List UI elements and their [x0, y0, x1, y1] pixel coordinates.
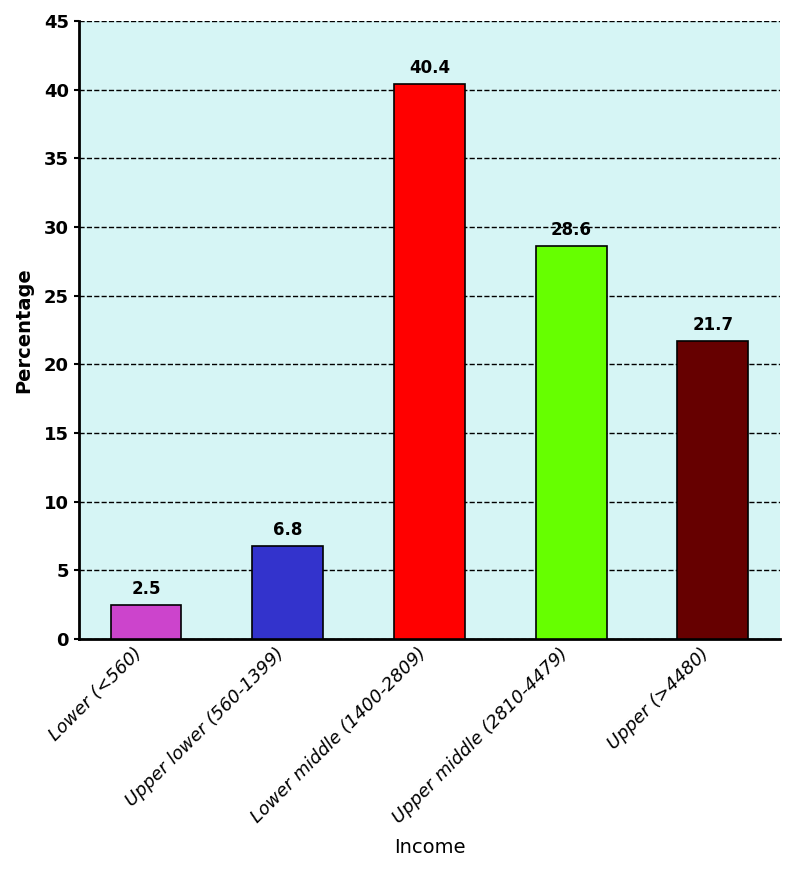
X-axis label: Income: Income — [394, 838, 465, 857]
Text: 21.7: 21.7 — [692, 316, 734, 334]
Bar — [394, 84, 464, 639]
Bar — [536, 246, 607, 639]
Bar — [677, 341, 748, 639]
Text: 6.8: 6.8 — [273, 521, 303, 539]
Text: 40.4: 40.4 — [409, 59, 450, 78]
Text: 28.6: 28.6 — [550, 221, 592, 240]
Y-axis label: Percentage: Percentage — [13, 267, 33, 393]
Bar — [252, 546, 323, 639]
Bar — [110, 604, 182, 639]
Text: 2.5: 2.5 — [131, 580, 160, 598]
